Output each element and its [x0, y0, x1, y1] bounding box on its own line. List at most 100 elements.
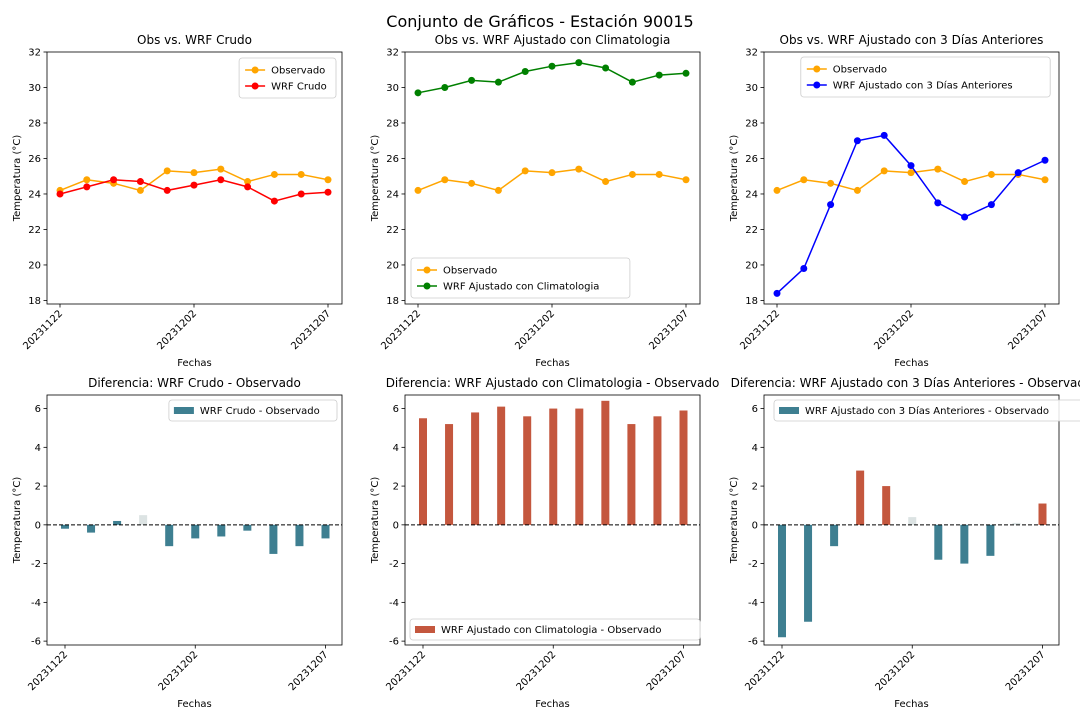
y-axis-label: Temperatura (°C) — [729, 135, 740, 223]
data-point — [602, 64, 610, 72]
legend-marker-swatch — [251, 82, 259, 90]
y-tick-label: -2 — [31, 559, 41, 570]
x-axis-label: Fechas — [177, 358, 212, 369]
x-axis-label: Fechas — [894, 358, 929, 369]
y-tick-label: 6 — [35, 404, 41, 415]
subplot-5: -6 -4 -2 0 2 4 6 Temperatura (°C) 20231122 202312… — [370, 376, 719, 710]
x-tick-label: 20231122 — [743, 649, 787, 693]
subplot-title: Obs vs. WRF Crudo — [137, 33, 252, 47]
legend-box — [238, 57, 337, 99]
data-point — [853, 137, 861, 145]
y-tick-label: -2 — [389, 559, 399, 570]
y-tick-label: 30 — [386, 83, 399, 94]
bar — [856, 470, 865, 525]
y-tick-label: -4 — [31, 598, 41, 609]
bar — [778, 524, 786, 638]
subplot-1: 18 20 22 24 26 28 30 32 Temperatura (°C) 20231122… — [12, 33, 343, 369]
data-point — [521, 167, 529, 175]
bar — [445, 424, 454, 525]
x-tick-label: 20231202 — [513, 308, 557, 352]
bar-series — [419, 400, 688, 525]
x-tick-label: 20231122 — [379, 308, 423, 352]
series-line — [776, 134, 1046, 294]
legend-box — [409, 618, 701, 641]
data-point — [655, 71, 663, 79]
data-point — [324, 188, 332, 196]
y-tick-label: -6 — [389, 637, 399, 648]
y-tick-label: -6 — [748, 637, 758, 648]
y-tick-label: 6 — [393, 404, 399, 415]
y-tick-label: 2 — [393, 482, 399, 493]
data-point — [324, 176, 332, 184]
y-tick-label: 22 — [28, 225, 41, 236]
y-tick-label: 0 — [393, 520, 399, 531]
bar — [471, 412, 480, 525]
subplot-title: Diferencia: WRF Ajustado con Climatologi… — [386, 376, 720, 390]
data-point — [1041, 156, 1049, 164]
bar — [679, 410, 688, 525]
bar — [139, 515, 148, 525]
subplot-3: 18 20 22 24 26 28 30 32 Temperatura (°C) 20231122… — [729, 33, 1060, 369]
bar — [243, 524, 252, 531]
y-tick-label: 18 — [745, 296, 758, 307]
data-point — [827, 179, 835, 187]
x-tick-label: 20231207 — [647, 308, 691, 352]
data-point — [548, 62, 556, 70]
data-point — [441, 83, 449, 91]
data-point — [575, 59, 583, 67]
data-point — [575, 165, 583, 173]
bar — [419, 418, 427, 525]
bar — [960, 524, 969, 564]
x-tick-label: 20231202 — [872, 308, 916, 352]
x-tick-label: 20231202 — [515, 649, 559, 693]
data-point — [800, 176, 808, 184]
bar — [575, 408, 584, 525]
legend: WRF Ajustado con Climatologia - Observad… — [409, 618, 701, 641]
y-tick-label: 32 — [386, 48, 399, 59]
x-tick-label: 20231122 — [738, 308, 782, 352]
y-tick-label: 26 — [28, 154, 41, 165]
bar — [882, 486, 891, 525]
data-point — [244, 183, 252, 191]
bar — [321, 524, 330, 539]
data-point — [494, 186, 502, 194]
y-tick-label: 2 — [752, 482, 758, 493]
y-tick-label: 32 — [28, 48, 41, 59]
y-tick-label: 6 — [752, 404, 758, 415]
x-tick-label: 20231207 — [289, 308, 333, 352]
x-tick-label: 20231122 — [21, 308, 65, 352]
data-point — [987, 201, 995, 209]
data-point — [494, 78, 502, 86]
data-point — [414, 89, 422, 97]
data-point — [548, 169, 556, 177]
y-tick-label: 22 — [745, 225, 758, 236]
y-tick-label: -4 — [748, 598, 758, 609]
y-axis-label: Temperatura (°C) — [12, 477, 23, 565]
data-point — [468, 76, 476, 84]
bar-series — [61, 515, 330, 554]
axes-frame — [763, 51, 1060, 305]
y-tick-label: 24 — [386, 189, 399, 200]
y-tick-label: -2 — [748, 559, 758, 570]
data-point — [773, 289, 781, 297]
y-tick-label: 28 — [28, 118, 41, 129]
subplot-title: Obs vs. WRF Ajustado con 3 Días Anterior… — [780, 33, 1044, 47]
legend-entry: WRF Ajustado con Climatologia - Observad… — [441, 625, 662, 636]
bar — [830, 524, 839, 547]
x-tick-label: 20231207 — [287, 649, 331, 693]
bar — [934, 524, 943, 560]
data-point — [56, 190, 64, 198]
legend: WRF Crudo - Observado — [168, 399, 338, 422]
legend-bar-swatch — [779, 407, 799, 414]
y-tick-label: 28 — [386, 118, 399, 129]
subplot-title: Diferencia: WRF Ajustado con 3 Días Ante… — [731, 376, 1080, 390]
bar — [1038, 503, 1047, 525]
series-wrf — [414, 59, 690, 97]
data-point — [136, 178, 144, 186]
y-tick-label: 24 — [745, 189, 758, 200]
data-point — [297, 170, 305, 178]
data-point — [110, 176, 118, 184]
data-point — [163, 167, 171, 175]
legend-entry: WRF Ajustado con 3 Días Anteriores - Obs… — [805, 405, 1049, 417]
